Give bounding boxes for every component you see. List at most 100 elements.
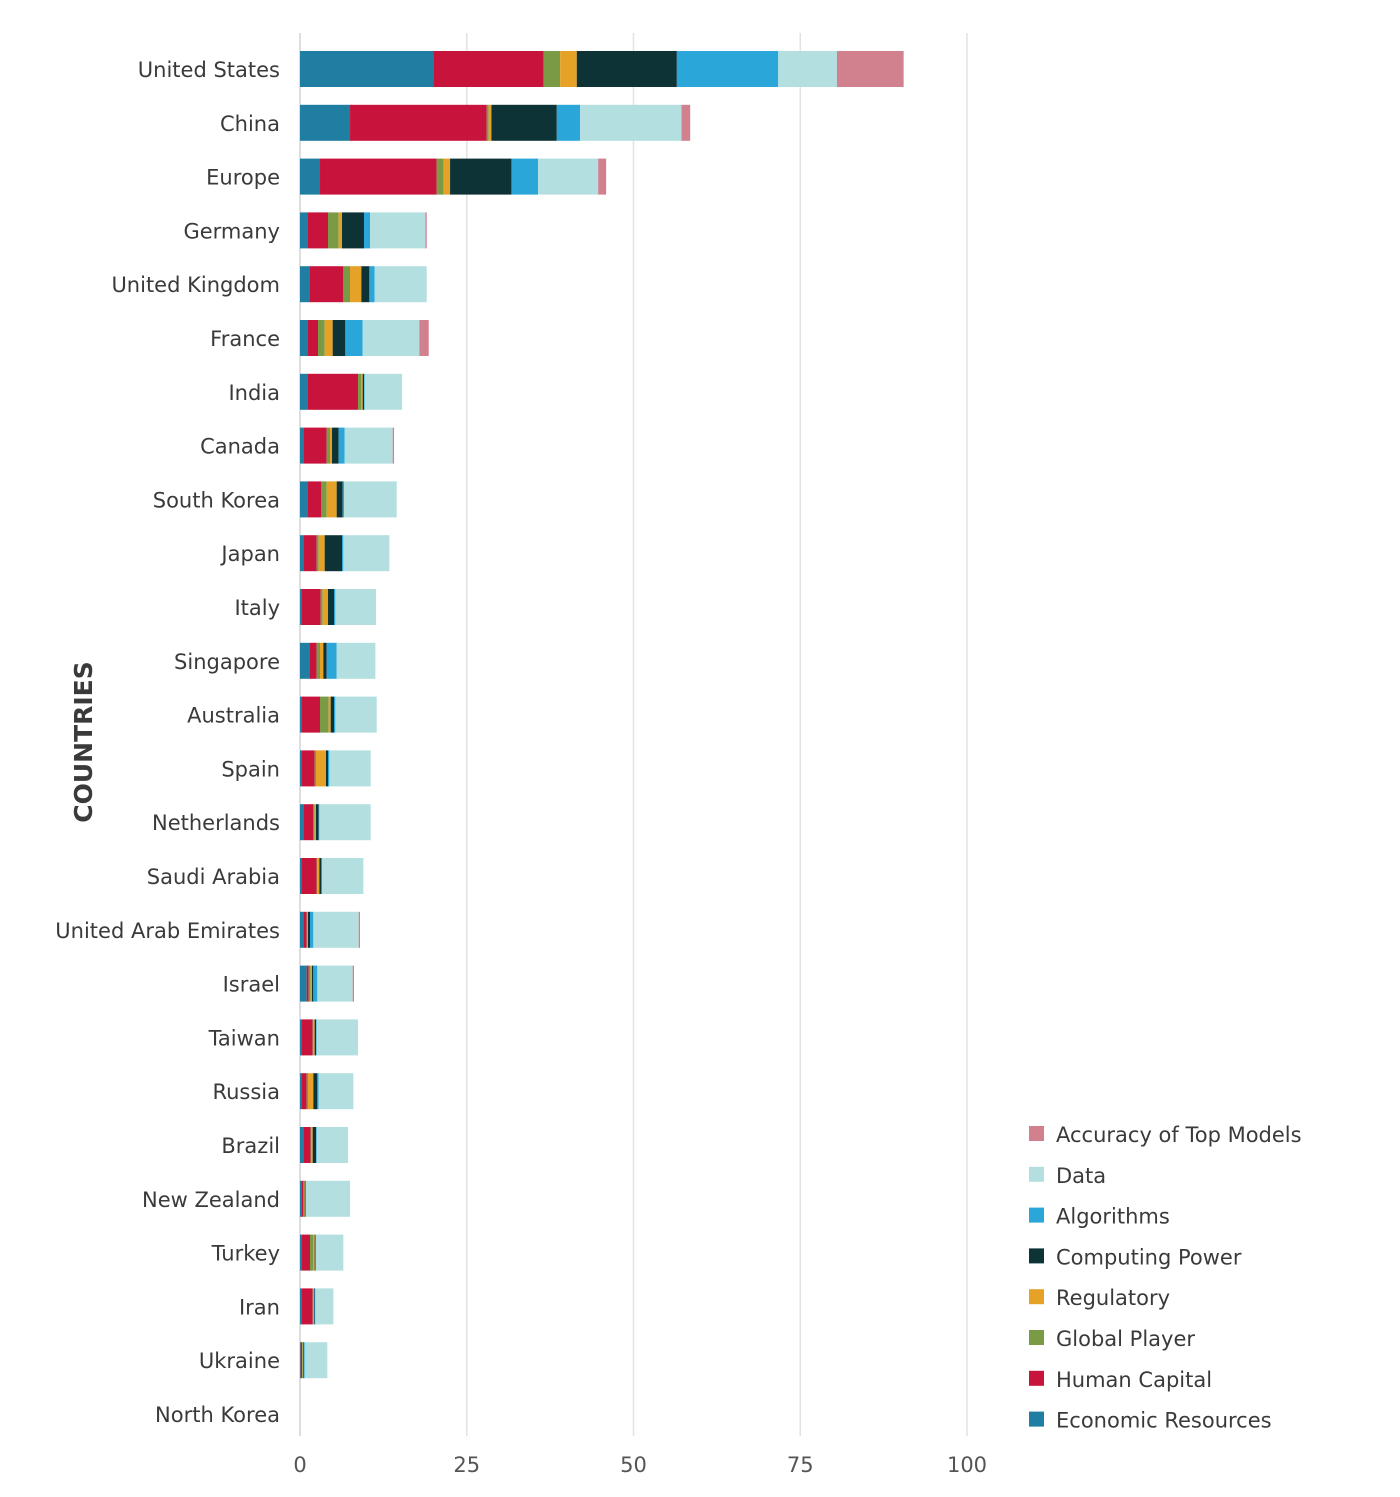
bar-segment: [321, 858, 323, 894]
bar-segment: [315, 1288, 334, 1325]
bar-segment: [318, 1073, 354, 1110]
category-labels: United States China Europe Germany United Ki…: [55, 58, 280, 1427]
bar-segment: [338, 212, 343, 249]
bar-segment: [302, 589, 321, 625]
bar-segment: [300, 535, 304, 572]
bar-segment: [302, 1073, 307, 1110]
bar-segment: [314, 1288, 316, 1325]
bar-segment: [316, 1019, 359, 1056]
bar-segment: [345, 320, 363, 356]
bar-segment: [306, 911, 308, 948]
bar-segment: [306, 965, 309, 1002]
bar-segment: [300, 1288, 302, 1325]
bar-segment: [308, 212, 329, 249]
bar-segment: [304, 1180, 305, 1217]
bar-segment: [316, 535, 319, 572]
bar-segment: [316, 1234, 344, 1271]
bar-segment: [314, 750, 317, 787]
bar-segment: [300, 804, 304, 841]
category-label: Canada: [200, 435, 280, 459]
category-label: Japan: [219, 542, 280, 566]
bar-segment: [328, 589, 335, 625]
bar-segment: [310, 266, 344, 303]
bar-segment: [303, 427, 327, 464]
bar-segment: [419, 320, 429, 356]
bar-segment: [308, 965, 311, 1002]
bar-segment: [364, 212, 371, 249]
category-label: Singapore: [174, 650, 280, 674]
legend-swatch: [1029, 1370, 1044, 1386]
bar-segment: [300, 750, 303, 787]
bar-segment: [330, 427, 333, 464]
category-label: Taiwan: [208, 1026, 280, 1050]
bar-segment: [836, 51, 904, 87]
bar-segment: [317, 858, 320, 894]
bar-segment: [320, 589, 323, 625]
bar-segment: [314, 1019, 317, 1056]
legend-label: Data: [1056, 1164, 1106, 1188]
bar-segment: [303, 1127, 311, 1163]
legend-label: Regulatory: [1056, 1286, 1170, 1310]
bar-segment: [300, 212, 309, 249]
bar-segment: [361, 373, 363, 410]
bar-segment: [364, 373, 365, 410]
category-label: Australia: [187, 704, 280, 728]
bar-segment: [310, 642, 317, 679]
category-label: Russia: [212, 1080, 280, 1104]
bar-segment: [320, 696, 329, 733]
bar-segment: [343, 266, 351, 303]
bar-segment: [300, 1127, 304, 1163]
bar-segment: [302, 858, 317, 894]
category-label: United States: [138, 58, 280, 82]
bar-segment: [304, 1180, 306, 1217]
bar-segment: [300, 104, 351, 141]
bar-segment: [305, 1180, 307, 1217]
category-label: Germany: [183, 219, 280, 243]
bar-segment: [300, 373, 309, 410]
bar-segment: [488, 104, 492, 141]
bar-segment: [342, 535, 344, 572]
bar-segment: [303, 1342, 305, 1379]
bar-segment: [313, 911, 359, 948]
category-label: India: [228, 381, 280, 405]
bar-segment: [314, 804, 317, 841]
bar-segment: [320, 158, 437, 195]
bar-segment: [313, 1019, 315, 1056]
bar-segment: [329, 750, 371, 787]
bar-segment: [303, 1180, 305, 1217]
bar-segment: [316, 1127, 317, 1163]
bar-segment: [511, 158, 539, 195]
bar-segment: [322, 858, 364, 894]
bar-segment: [322, 589, 329, 625]
legend-swatch: [1029, 1330, 1044, 1345]
bar-segment: [319, 858, 322, 894]
legend-label: Global Player: [1056, 1327, 1195, 1351]
legend-swatch: [1029, 1166, 1044, 1182]
bar-segment: [336, 642, 376, 679]
bar-segment: [308, 481, 322, 518]
legend-swatch: [1029, 1126, 1044, 1141]
bar-segment: [330, 696, 335, 733]
bar-segment: [332, 320, 346, 356]
category-label: Iran: [239, 1295, 280, 1319]
bar-segment: [362, 373, 365, 410]
legend-swatch: [1029, 1289, 1044, 1305]
bar-segment: [332, 427, 339, 464]
bar-segment: [316, 642, 321, 679]
bar-segment: [300, 858, 303, 894]
category-label: New Zealand: [142, 1188, 280, 1212]
bar-segment: [681, 104, 691, 141]
bar-segment: [326, 481, 337, 518]
category-label: United Kingdom: [111, 273, 280, 297]
bar-segment: [300, 1180, 302, 1217]
bar-segment: [486, 104, 489, 141]
bar-segment: [321, 481, 327, 518]
bar-segment: [308, 320, 319, 356]
bar-segment: [374, 266, 427, 303]
bar-segment: [491, 104, 557, 141]
bar-segment: [308, 1073, 314, 1110]
bar-segment: [302, 696, 321, 733]
bar-segment: [326, 750, 329, 787]
category-label: Saudi Arabia: [147, 865, 280, 889]
bar-segment: [300, 1073, 303, 1110]
